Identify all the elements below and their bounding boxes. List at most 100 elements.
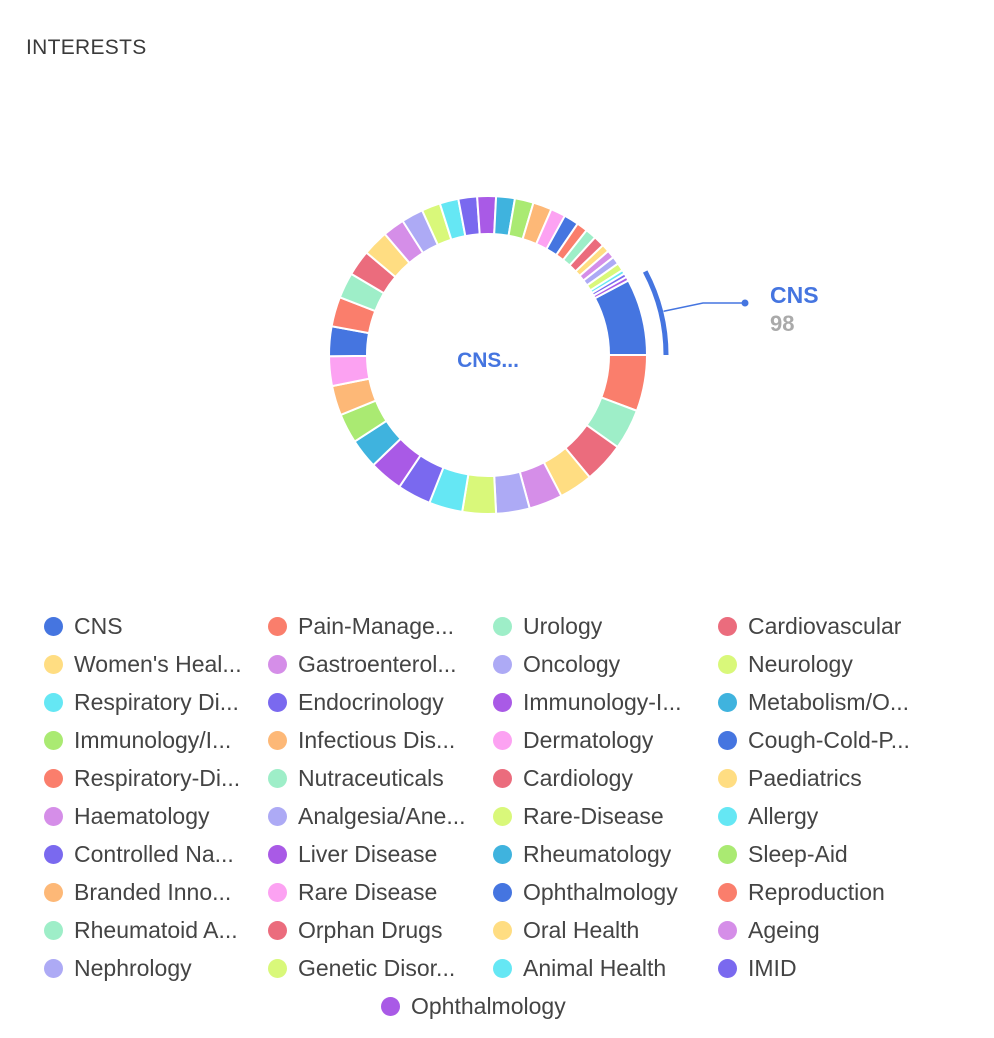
legend-item[interactable]: Nutraceuticals bbox=[268, 763, 478, 793]
legend-item[interactable]: IMID bbox=[718, 953, 928, 983]
legend-label: Rare Disease bbox=[298, 878, 438, 905]
legend-item[interactable]: Rare-Disease bbox=[493, 801, 703, 831]
legend-item[interactable]: Endocrinology bbox=[268, 687, 478, 717]
legend-item[interactable]: Allergy bbox=[718, 801, 928, 831]
legend-label: Controlled Na... bbox=[74, 840, 234, 867]
legend-item[interactable]: Oral Health bbox=[493, 915, 703, 945]
legend-label: Cardiovascular bbox=[748, 612, 902, 639]
legend-dot-icon bbox=[268, 844, 287, 864]
legend-dot-icon bbox=[44, 730, 63, 750]
chart-title: INTERESTS bbox=[26, 36, 147, 59]
legend-item[interactable]: Urology bbox=[493, 611, 703, 641]
legend-item[interactable]: Paediatrics bbox=[718, 763, 928, 793]
legend-dot-icon bbox=[493, 958, 512, 978]
legend-item[interactable]: Infectious Dis... bbox=[268, 725, 478, 755]
legend-label: Nephrology bbox=[74, 954, 192, 981]
legend-item[interactable]: Analgesia/Ane... bbox=[268, 801, 478, 831]
legend-label: Urology bbox=[523, 612, 603, 639]
legend-label: Allergy bbox=[748, 802, 819, 829]
legend-label: Sleep-Aid bbox=[748, 840, 848, 867]
legend-dot-icon bbox=[268, 654, 287, 674]
legend-item[interactable]: Controlled Na... bbox=[44, 839, 254, 869]
legend-dot-icon bbox=[493, 692, 512, 712]
legend-label: Dermatology bbox=[523, 726, 654, 753]
legend-item[interactable]: Neurology bbox=[718, 649, 928, 679]
legend-dot-icon bbox=[268, 692, 287, 712]
legend-item[interactable]: Oncology bbox=[493, 649, 703, 679]
legend-label: Haematology bbox=[74, 802, 210, 829]
legend-label: Orphan Drugs bbox=[298, 916, 443, 943]
legend-label: Branded Inno... bbox=[74, 878, 232, 905]
legend-item[interactable]: Gastroenterol... bbox=[268, 649, 478, 679]
legend-dot-icon bbox=[44, 882, 63, 902]
legend-dot-icon bbox=[44, 806, 63, 826]
legend-dot-icon bbox=[493, 730, 512, 750]
callout-dot bbox=[741, 299, 749, 307]
legend-item[interactable]: Ophthalmology bbox=[493, 877, 703, 907]
legend-item[interactable]: Orphan Drugs bbox=[268, 915, 478, 945]
legend-label: Rheumatoid A... bbox=[74, 916, 238, 943]
legend-item[interactable]: Immunology-I... bbox=[493, 687, 703, 717]
legend-label: Ophthalmology bbox=[411, 992, 566, 1019]
legend-item[interactable]: Ageing bbox=[718, 915, 928, 945]
center-label: CNS... bbox=[457, 349, 519, 372]
legend-dot-icon bbox=[718, 882, 737, 902]
legend-dot-icon bbox=[268, 768, 287, 788]
legend-label: Metabolism/O... bbox=[748, 688, 910, 715]
legend-dot-icon bbox=[718, 920, 737, 940]
legend-dot-icon bbox=[493, 806, 512, 826]
legend-item[interactable]: Rheumatoid A... bbox=[44, 915, 254, 945]
legend-item[interactable]: CNS bbox=[44, 611, 254, 641]
legend-item[interactable]: Respiratory-Di... bbox=[44, 763, 254, 793]
legend-dot-icon bbox=[718, 654, 737, 674]
legend-label: Nutraceuticals bbox=[298, 764, 444, 791]
legend-item[interactable]: Liver Disease bbox=[268, 839, 478, 869]
legend-dot-icon bbox=[268, 806, 287, 826]
legend-dot-icon bbox=[718, 844, 737, 864]
donut-slices bbox=[327, 195, 649, 515]
legend-dot-icon bbox=[268, 730, 287, 750]
legend-item[interactable]: Haematology bbox=[44, 801, 254, 831]
legend-label: Cardiology bbox=[523, 764, 633, 791]
legend-item[interactable]: Immunology/I... bbox=[44, 725, 254, 755]
legend-dot-icon bbox=[718, 768, 737, 788]
legend-item[interactable]: Respiratory Di... bbox=[44, 687, 254, 717]
legend-dot-icon bbox=[268, 920, 287, 940]
legend-label: Pain-Manage... bbox=[298, 612, 454, 639]
legend-item[interactable]: Dermatology bbox=[493, 725, 703, 755]
legend-dot-icon bbox=[718, 958, 737, 978]
legend-item[interactable]: Pain-Manage... bbox=[268, 611, 478, 641]
legend-label: IMID bbox=[748, 954, 797, 981]
legend-item[interactable]: Cardiovascular bbox=[718, 611, 928, 641]
legend-dot-icon bbox=[44, 654, 63, 674]
legend-item[interactable]: Animal Health bbox=[493, 953, 703, 983]
legend-label: Liver Disease bbox=[298, 840, 438, 867]
legend-label: Oncology bbox=[523, 650, 621, 677]
legend-label: Respiratory-Di... bbox=[74, 764, 241, 791]
legend-dot-icon bbox=[44, 844, 63, 864]
donut-slice-ophthalmology[interactable] bbox=[592, 275, 630, 300]
legend-item[interactable]: Branded Inno... bbox=[44, 877, 254, 907]
legend-item[interactable]: Rheumatology bbox=[493, 839, 703, 869]
legend-dot-icon bbox=[44, 920, 63, 940]
legend-item[interactable]: Women's Heal... bbox=[44, 649, 254, 679]
legend-label: Respiratory Di... bbox=[74, 688, 239, 715]
callout-label: CNS bbox=[770, 282, 819, 308]
legend-dot-icon bbox=[493, 882, 512, 902]
legend-item[interactable]: Genetic Disor... bbox=[268, 953, 478, 983]
legend-item[interactable]: Ophthalmology bbox=[381, 991, 591, 1021]
legend-item[interactable]: Nephrology bbox=[44, 953, 254, 983]
legend-dot-icon bbox=[268, 616, 287, 636]
legend-item[interactable]: Sleep-Aid bbox=[718, 839, 928, 869]
legend-item[interactable]: Rare Disease bbox=[268, 877, 478, 907]
callout-value: 98 bbox=[770, 311, 794, 336]
legend-label: Analgesia/Ane... bbox=[298, 802, 466, 829]
legend-item[interactable]: Reproduction bbox=[718, 877, 928, 907]
legend-dot-icon bbox=[493, 768, 512, 788]
legend-label: Immunology-I... bbox=[523, 688, 682, 715]
legend-item[interactable]: Metabolism/O... bbox=[718, 687, 928, 717]
legend-label: Animal Health bbox=[523, 954, 667, 981]
legend-item[interactable]: Cough-Cold-P... bbox=[718, 725, 928, 755]
legend-item[interactable]: Cardiology bbox=[493, 763, 703, 793]
